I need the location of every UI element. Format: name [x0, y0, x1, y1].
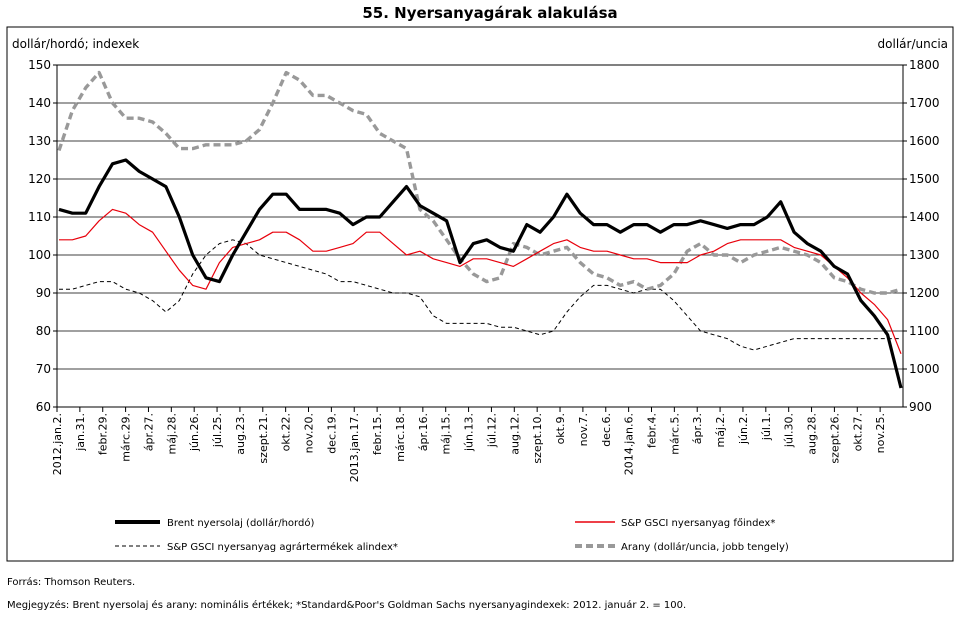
x-tick-label: júl.1. [760, 413, 773, 441]
x-tick-label: okt.22. [280, 413, 293, 451]
x-tick-label: febr.15. [371, 413, 384, 455]
x-tick-label: jún.13. [463, 413, 476, 452]
legend: Brent nyersolaj (dollár/hordó) S&P GSCI … [115, 517, 789, 553]
right-axis-title: dollár/uncia [878, 37, 948, 51]
left-tick-label: 60 [36, 400, 51, 414]
x-tick-label: aug.23. [234, 413, 247, 455]
x-tick-label: ápr.27. [142, 413, 155, 451]
chart-frame [6, 26, 954, 562]
x-tick-label: máj.2. [714, 413, 727, 448]
right-tick-label: 900 [909, 400, 932, 414]
x-tick-label: febr.4. [645, 413, 658, 448]
x-tick-label: nov.25. [874, 413, 887, 453]
right-tick-label: 1100 [909, 324, 940, 338]
plot-area-border [56, 64, 904, 408]
x-tick-label: dec.6. [600, 413, 613, 447]
series-line-1 [59, 208, 902, 355]
series-lines [57, 70, 903, 389]
x-tick-label: febr.29. [97, 413, 110, 455]
x-tick-label: nov.7. [577, 413, 590, 446]
x-tick-label: aug.12. [508, 413, 521, 455]
left-tick-label: 150 [28, 58, 51, 72]
x-tick-label: ápr.3. [691, 413, 704, 444]
legend-label-gsci-agri: S&P GSCI nyersanyag agrártermékek alinde… [167, 541, 398, 553]
x-tick-label: dec.19. [325, 413, 338, 454]
chart-title: 55. Nyersanyagárak alakulása [362, 4, 617, 22]
x-tick-label: júl.12. [485, 413, 498, 448]
left-tick-label: 90 [36, 286, 51, 300]
x-tick-label: szept.10. [531, 413, 544, 464]
x-tick-label: jún.2. [737, 413, 750, 445]
x-tick-label: 2014.jan.6. [623, 413, 636, 475]
x-tick-label: márc.5. [668, 413, 681, 455]
x-tick-label: szept.26. [828, 413, 841, 464]
right-tick-label: 1700 [909, 96, 940, 110]
x-tick-label: márc.29. [120, 413, 133, 462]
left-tick-label: 100 [28, 248, 51, 262]
x-tick-label: ápr.16. [417, 413, 430, 451]
right-tick-label: 1400 [909, 210, 940, 224]
x-tick-label: okt.9. [554, 413, 567, 444]
x-tick-label: 2013.jan.17. [348, 413, 361, 482]
right-tick-label: 1300 [909, 248, 940, 262]
x-tick-label: jún.26. [188, 413, 201, 452]
x-tick-label: máj.15. [440, 413, 453, 455]
left-tick-label: 130 [28, 134, 51, 148]
x-tick-label: júl.30. [783, 413, 796, 448]
x-tick-label: máj.28. [165, 413, 178, 455]
source-note: Forrás: Thomson Reuters. [7, 576, 135, 588]
x-tick-label: okt.27. [851, 413, 864, 451]
legend-label-gsci-main: S&P GSCI nyersanyag főindex* [621, 517, 775, 529]
footnote: Megjegyzés: Brent nyersolaj és arany: no… [7, 599, 686, 611]
legend-item-brent: Brent nyersolaj (dollár/hordó) [115, 517, 314, 529]
right-tick-label: 1500 [909, 172, 940, 186]
series-line-0 [58, 158, 903, 389]
left-tick-label: 110 [28, 210, 51, 224]
right-tick-label: 1200 [909, 286, 940, 300]
x-axis-ticks: 2012.jan.2. jan.31. febr.29. márc.29. ápr.27… [51, 407, 887, 482]
x-tick-label: 2012.jan.2. [51, 413, 64, 475]
right-axis-ticks: 900 1000 1100 1200 1300 1400 1500 1600 1700 1800 [903, 58, 940, 414]
left-tick-label: 80 [36, 324, 51, 338]
legend-item-gsci-agri: S&P GSCI nyersanyag agrártermékek alinde… [115, 541, 398, 553]
right-tick-label: 1600 [909, 134, 940, 148]
left-tick-label: 140 [28, 96, 51, 110]
left-axis-ticks: 60 70 80 90 100 110 120 130 140 150 [28, 58, 57, 414]
gridlines [57, 64, 903, 408]
right-tick-label: 1000 [909, 362, 940, 376]
left-tick-label: 120 [28, 172, 51, 186]
series-line-2 [59, 239, 901, 351]
x-tick-label: szept.21. [257, 413, 270, 464]
x-tick-label: aug.28. [806, 413, 819, 455]
right-tick-label: 1800 [909, 58, 940, 72]
x-tick-label: jan.31. [74, 413, 87, 452]
left-axis-title: dollár/hordó; indexek [12, 37, 139, 51]
legend-item-gsci-main: S&P GSCI nyersanyag főindex* [575, 517, 775, 529]
legend-label-gold: Arany (dollár/uncia, jobb tengely) [621, 541, 789, 553]
x-tick-label: nov.20. [303, 413, 316, 453]
left-tick-label: 70 [36, 362, 51, 376]
series-line-3 [57, 70, 902, 295]
x-tick-label: júl.25. [211, 413, 224, 448]
legend-item-gold: Arany (dollár/uncia, jobb tengely) [575, 541, 789, 553]
legend-label-brent: Brent nyersolaj (dollár/hordó) [167, 517, 314, 529]
x-tick-label: márc.18. [394, 413, 407, 462]
